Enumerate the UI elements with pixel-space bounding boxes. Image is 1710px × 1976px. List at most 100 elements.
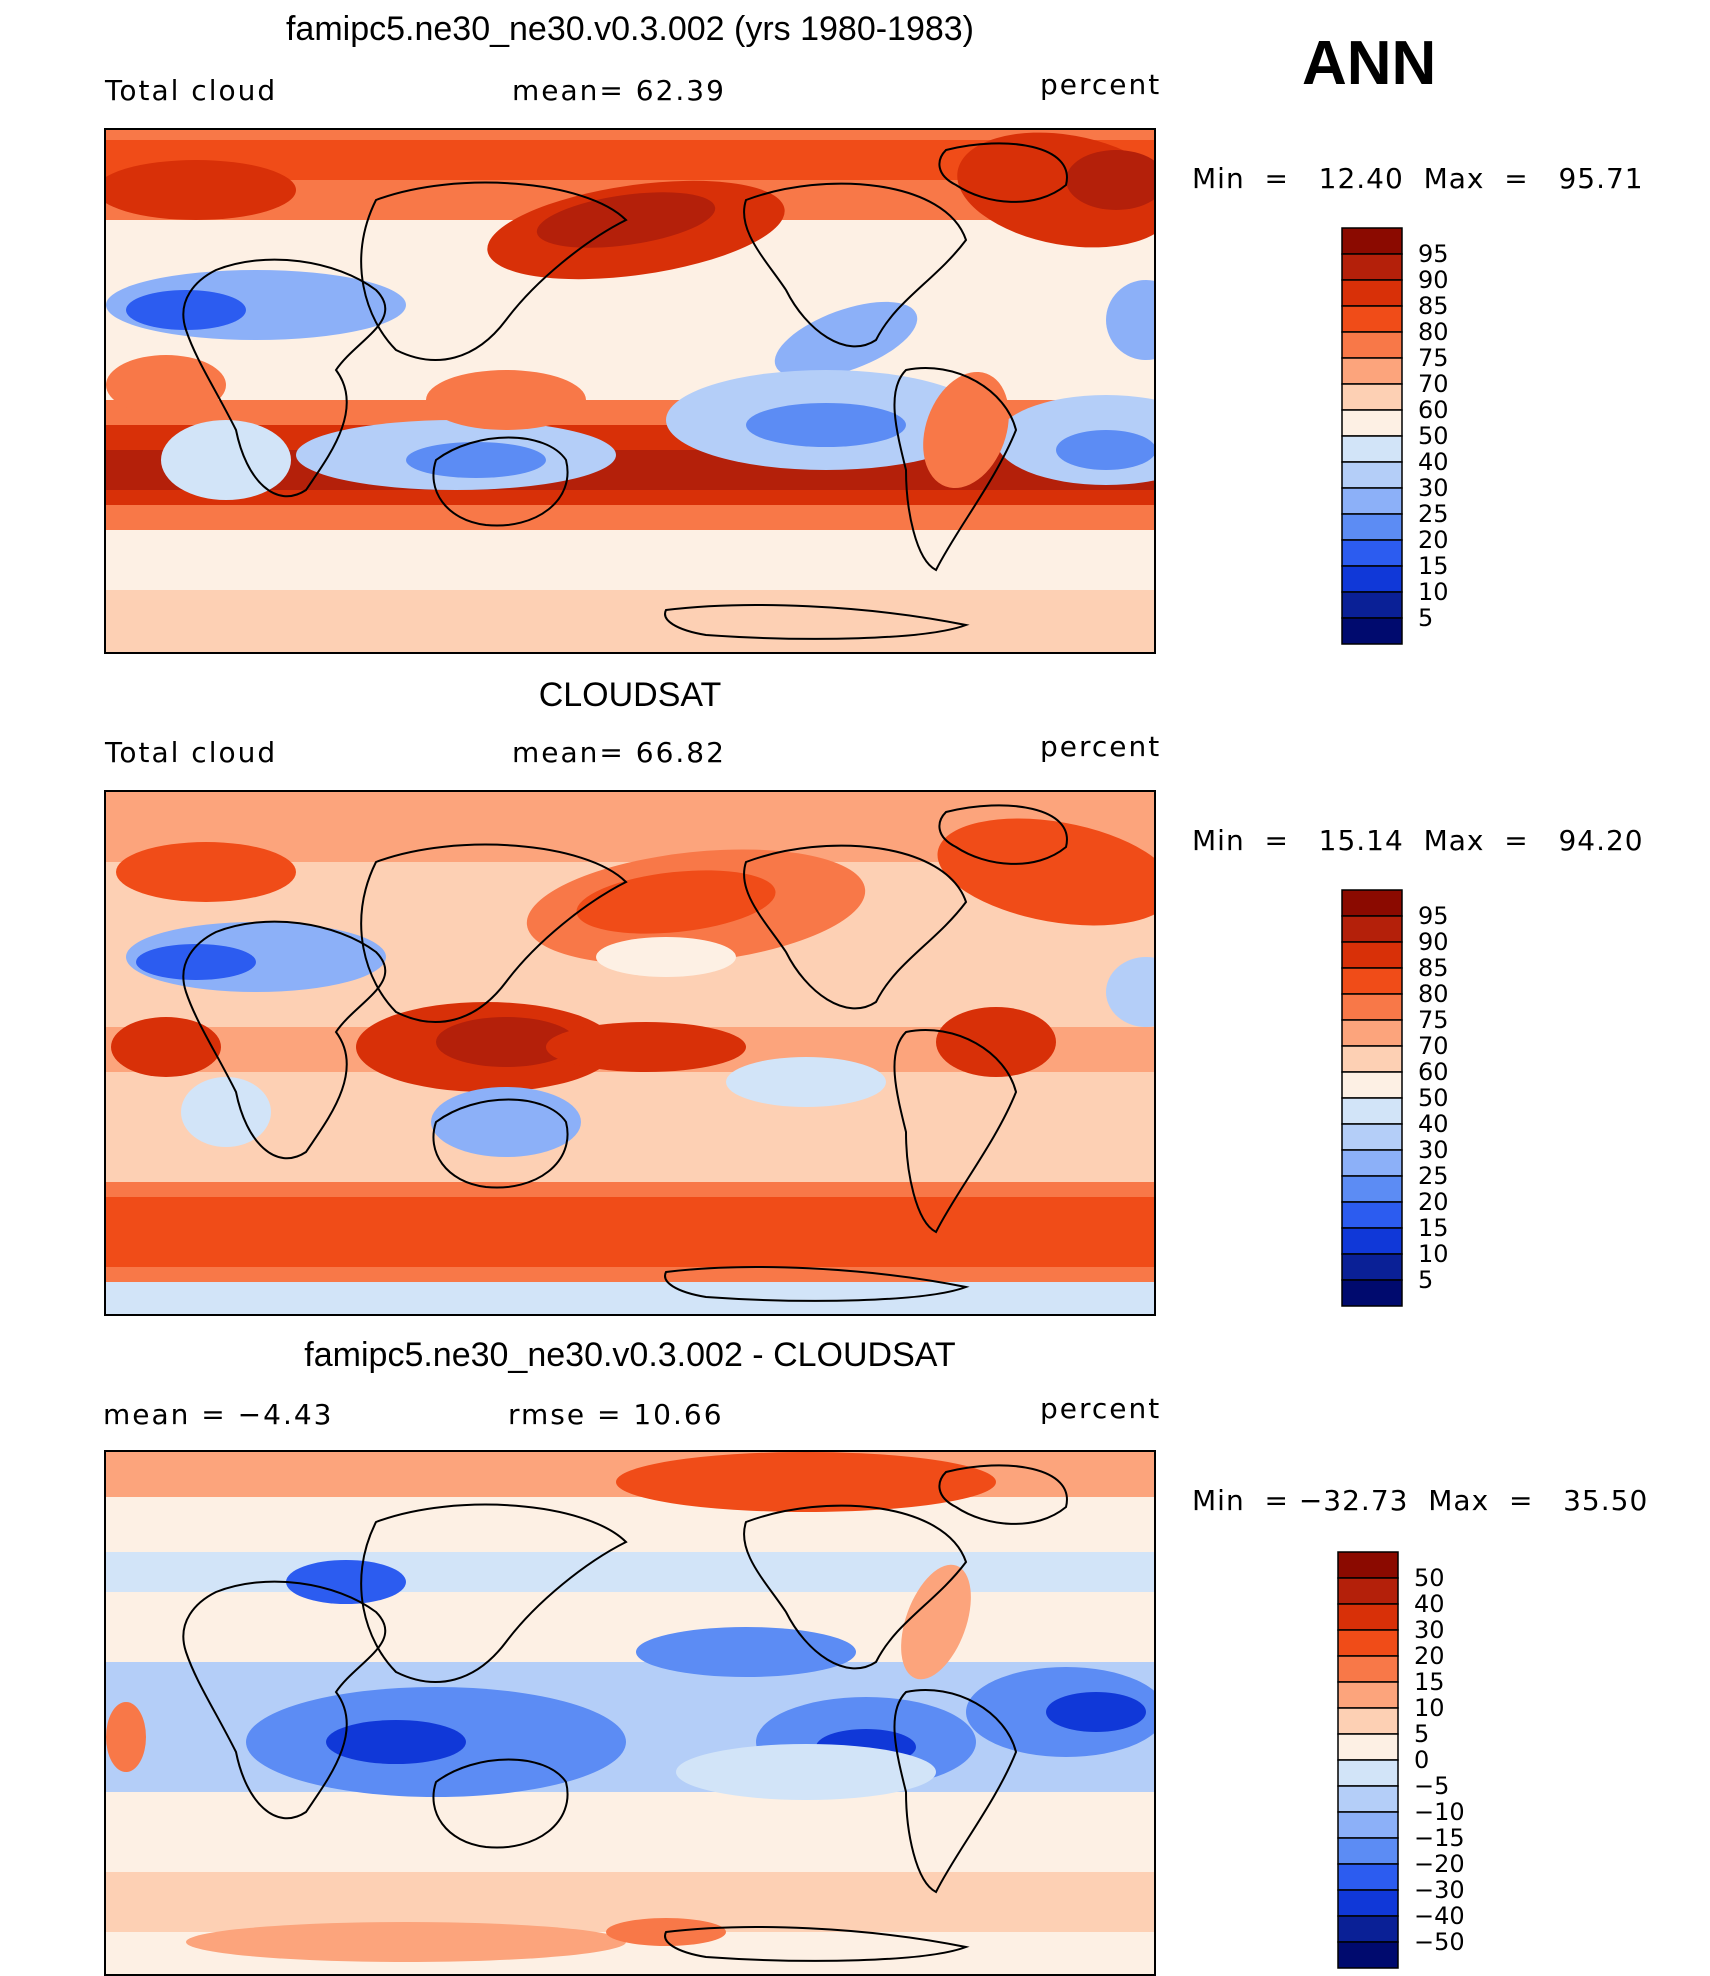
colorbar-tick-label: 50 (1418, 1084, 1449, 1112)
panel-3-rmse-label: rmse = 10.66 (508, 1398, 724, 1431)
colorbar-tick-label: 95 (1418, 240, 1449, 268)
colorbar-tick-label: 90 (1418, 928, 1449, 956)
coastline (743, 844, 968, 1010)
coastline (893, 367, 1018, 572)
colorbar-tick-label: 10 (1418, 1240, 1449, 1268)
colorbar-box (1337, 1577, 1399, 1605)
colorbar-tick-label: 15 (1418, 1214, 1449, 1242)
africa-convection (111, 1017, 221, 1077)
panel-1-colorbar: 95 90 85 80 75 70 60 50 40 30 25 20 15 10 5 (1341, 227, 1472, 646)
colorbar-tick-label: 70 (1418, 1032, 1449, 1060)
coastline (893, 1029, 1018, 1234)
colorbar-box (1341, 279, 1403, 307)
colorbar-tick-label: 5 (1418, 1266, 1433, 1294)
coastline (938, 1464, 1068, 1525)
north-atlantic-cloud (937, 818, 1154, 926)
colorbar-box (1341, 435, 1403, 463)
colorbar-box (1341, 1019, 1403, 1047)
colorbar-box (1341, 253, 1403, 281)
panel-3-title: famipc5.ne30_ne30.v0.3.002 - CLOUDSAT (304, 1336, 956, 1374)
colorbar-tick-label: −20 (1414, 1850, 1465, 1878)
amazon-cloud (936, 1007, 1056, 1077)
field-region (774, 301, 918, 379)
colorbar-tick-label: −50 (1414, 1928, 1465, 1956)
colorbar-box (1341, 383, 1403, 411)
colorbar-tick-label: 10 (1418, 578, 1449, 606)
coastline (664, 1926, 970, 1962)
colorbar-box (1341, 331, 1403, 359)
colorbar-tick-label: 0 (1414, 1746, 1429, 1774)
field-band (106, 1197, 1154, 1267)
panel-1-units-label: percent (1040, 68, 1162, 101)
panel-2-map-field (106, 792, 1154, 1314)
field-region (1066, 150, 1154, 210)
colorbar-box (1341, 1279, 1403, 1307)
colorbar-box (1341, 357, 1403, 385)
colorbar-box (1341, 889, 1403, 917)
colorbar-tick-label: 80 (1418, 318, 1449, 346)
colorbar-box (1341, 591, 1403, 619)
field-region (726, 1057, 886, 1107)
colorbar-tick-label: −15 (1414, 1824, 1465, 1852)
colorbar-tick-label: 50 (1418, 422, 1449, 450)
field-region (106, 1702, 146, 1772)
colorbar-tick-label: 70 (1418, 370, 1449, 398)
panel-2-map (104, 790, 1156, 1316)
field-region (1056, 430, 1154, 470)
field-region (126, 290, 246, 330)
panel-2-stats: Min = 15.14 Max = 94.20 (1192, 824, 1644, 857)
field-region (286, 1560, 406, 1604)
panel-3-map (104, 1450, 1156, 1976)
colorbar-tick-label: 10 (1414, 1694, 1445, 1722)
colorbar-tick-label: 80 (1418, 980, 1449, 1008)
field-region (106, 160, 296, 220)
panel-2-title: CLOUDSAT (538, 676, 722, 714)
panel-1-left-label: Total cloud (105, 74, 278, 107)
field-region (161, 420, 291, 500)
field-region (181, 1077, 271, 1147)
field-region (326, 1720, 466, 1764)
colorbar-tick-label: −40 (1414, 1902, 1465, 1930)
field-region (1106, 957, 1154, 1027)
colorbar-tick-label: 95 (1418, 902, 1449, 930)
colorbar-tick-label: 85 (1418, 292, 1449, 320)
colorbar-box (1341, 915, 1403, 943)
colorbar-tick-label: 60 (1418, 396, 1449, 424)
colorbar-box (1337, 1941, 1399, 1969)
colorbar-box (1341, 227, 1403, 255)
panel-1-map (104, 128, 1156, 654)
colorbar-tick-label: 90 (1418, 266, 1449, 294)
colorbar-tick-label: 25 (1418, 1162, 1449, 1190)
field-region (616, 1452, 996, 1512)
colorbar-tick-label: 5 (1414, 1720, 1429, 1748)
colorbar-tick-label: 30 (1414, 1616, 1445, 1644)
colorbar-box (1337, 1863, 1399, 1891)
coastline (664, 604, 970, 640)
colorbar-box (1341, 513, 1403, 541)
colorbar-tick-label: 20 (1414, 1642, 1445, 1670)
field-region (676, 1744, 936, 1800)
field-region (1106, 280, 1154, 360)
colorbar-tick-label: −10 (1414, 1798, 1465, 1826)
colorbar-tick-label: 60 (1418, 1058, 1449, 1086)
colorbar-box (1341, 1097, 1403, 1125)
coastline (893, 1689, 1018, 1894)
field-region (596, 937, 736, 977)
colorbar-box (1337, 1785, 1399, 1813)
panel-3-left-label: mean = −4.43 (103, 1398, 334, 1431)
colorbar-box (1337, 1629, 1399, 1657)
panel-3-units-label: percent (1040, 1392, 1162, 1425)
field-band (106, 1552, 1154, 1592)
panel-2-units-label: percent (1040, 730, 1162, 763)
australia-clear-sky (431, 1087, 581, 1157)
colorbar-box (1341, 1045, 1403, 1073)
field-region (1046, 1692, 1146, 1732)
panel-1-stats: Min = 12.40 Max = 95.71 (1192, 162, 1644, 195)
colorbar-box (1341, 1227, 1403, 1255)
colorbar-tick-label: 40 (1414, 1590, 1445, 1618)
coastline (664, 1266, 970, 1302)
colorbar-box (1337, 1681, 1399, 1709)
colorbar-box (1337, 1811, 1399, 1839)
colorbar-tick-label: 40 (1418, 448, 1449, 476)
field-region (546, 1022, 746, 1072)
